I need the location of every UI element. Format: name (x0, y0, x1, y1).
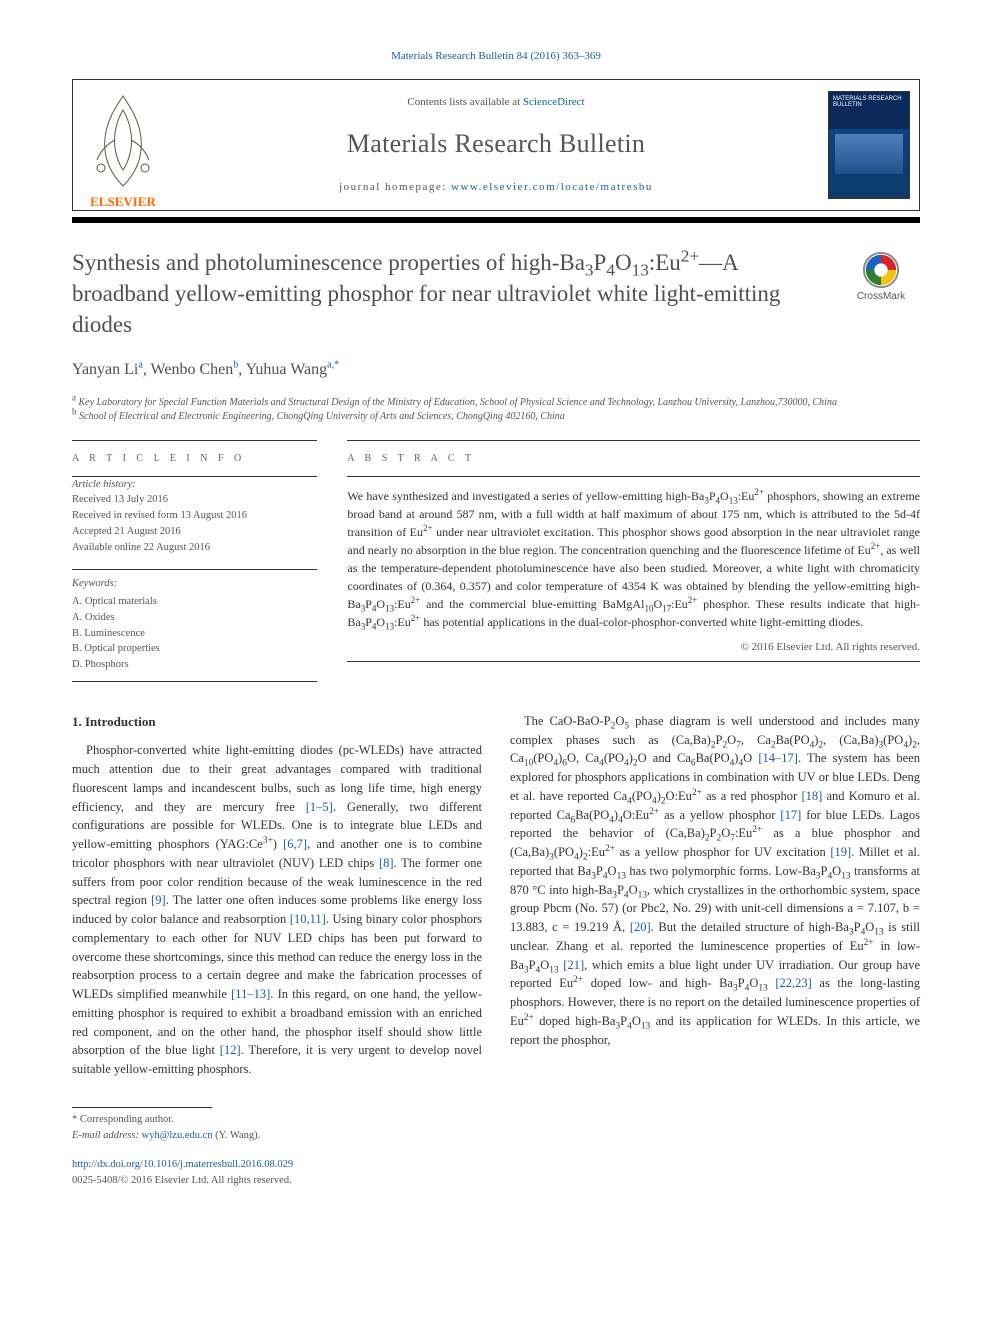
body-paragraph: Phosphor-converted white light-emitting … (72, 741, 482, 1079)
history-accepted: Accepted 21 August 2016 (72, 526, 181, 537)
journal-cover: MATERIALS RESEARCH BULLETIN (819, 80, 919, 210)
publisher-name: ELSEVIER (90, 194, 156, 209)
keyword-item: B. Optical properties (72, 641, 317, 657)
history-received: Received 13 July 2016 (72, 494, 168, 505)
affiliations: a Key Laboratory for Special Function Ma… (72, 396, 920, 424)
doi-block: http://dx.doi.org/10.1016/j.materresbull… (72, 1157, 920, 1189)
journal-homepage-link[interactable]: www.elsevier.com/locate/matresbu (451, 181, 653, 193)
keyword-item: A. Oxides (72, 610, 317, 626)
publisher-logo: ELSEVIER (73, 80, 173, 210)
journal-name: Materials Research Bulletin (183, 124, 809, 163)
keyword-item: D. Phosphors (72, 657, 317, 673)
corresponding-email-link[interactable]: wyh@lzu.edu.cn (142, 1130, 213, 1141)
crossmark-badge[interactable]: CrossMark (842, 251, 920, 304)
abstract-label: A B S T R A C T (347, 451, 920, 466)
keyword-item: B. Luminescence (72, 626, 317, 642)
keywords-heading: Keywords: (72, 576, 317, 592)
contents-available: Contents lists available at ScienceDirec… (183, 94, 809, 111)
issn-copyright: 0025-5408/© 2016 Elsevier Ltd. All right… (72, 1175, 292, 1186)
history-revised: Received in revised form 13 August 2016 (72, 510, 247, 521)
article-info-column: A R T I C L E I N F O Article history: R… (72, 440, 317, 682)
article-history-heading: Article history: (72, 479, 136, 490)
keyword-item: A. Optical materials (72, 594, 317, 610)
corresponding-footnote: * Corresponding author. E-mail address: … (72, 1112, 479, 1144)
article-body: 1. Introduction Phosphor-converted white… (72, 712, 920, 1079)
citation-link[interactable]: Materials Research Bulletin 84 (2016) 36… (391, 50, 601, 62)
article-title: Synthesis and photoluminescence properti… (72, 247, 828, 340)
section-heading-intro: 1. Introduction (72, 712, 482, 732)
body-paragraph: The CaO-BaO-P2O5 phase diagram is well u… (510, 712, 920, 1050)
crossmark-label: CrossMark (857, 289, 905, 304)
crossmark-icon (862, 251, 900, 289)
abstract-copyright: © 2016 Elsevier Ltd. All rights reserved… (347, 639, 920, 656)
author-list: Yanyan Lia, Wenbo Chenb, Yuhua Wanga,* (72, 358, 920, 382)
citation-header: Materials Research Bulletin 84 (2016) 36… (72, 48, 920, 65)
journal-homepage: journal homepage: www.elsevier.com/locat… (183, 179, 809, 196)
history-online: Available online 22 August 2016 (72, 542, 210, 553)
header-divider (72, 217, 920, 223)
journal-header-box: ELSEVIER Contents lists available at Sci… (72, 79, 920, 211)
abstract-column: A B S T R A C T We have synthesized and … (347, 440, 920, 682)
article-info-label: A R T I C L E I N F O (72, 451, 317, 466)
doi-link[interactable]: http://dx.doi.org/10.1016/j.materresbull… (72, 1159, 293, 1170)
abstract-text: We have synthesized and investigated a s… (347, 487, 920, 631)
sciencedirect-link[interactable]: ScienceDirect (523, 96, 585, 108)
